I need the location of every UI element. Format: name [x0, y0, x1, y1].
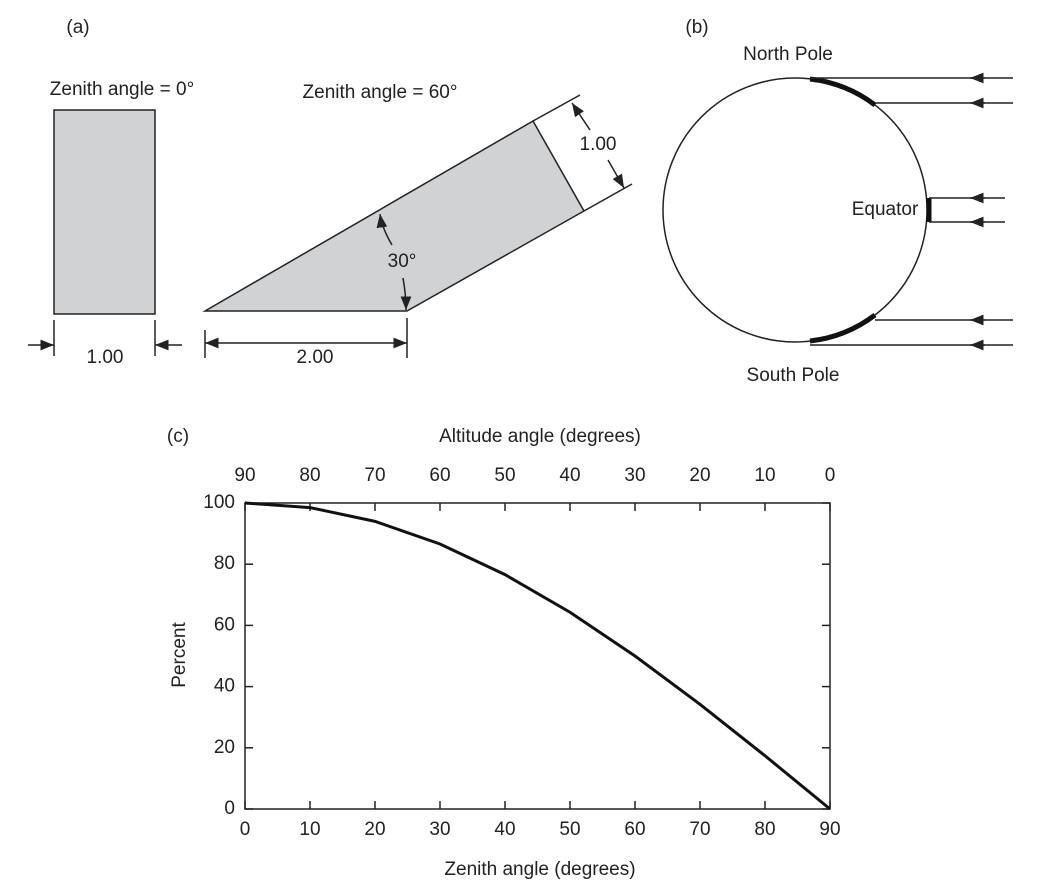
x2-tick-label: 30	[624, 465, 645, 486]
dimension: 2.00	[297, 347, 334, 368]
panel-label: (b)	[685, 17, 708, 38]
label: North Pole	[743, 44, 833, 65]
insolation-arc	[809, 313, 877, 344]
y-tick-label: 80	[214, 553, 235, 574]
arrow	[571, 102, 591, 131]
x-tick-label: 0	[240, 819, 251, 840]
x-tick-label: 40	[494, 819, 515, 840]
x-tick-label: 80	[754, 819, 775, 840]
data-line	[244, 501, 831, 811]
beam	[53, 109, 156, 315]
x2-tick-label: 90	[234, 465, 255, 486]
caption: Zenith angle = 0°	[50, 79, 194, 100]
beam	[202, 119, 586, 312]
x2-tick-label: 20	[689, 465, 710, 486]
x2-axis-title: Altitude angle (degrees)	[439, 426, 641, 447]
caption: Zenith angle = 60°	[303, 82, 458, 103]
y-tick-label: 100	[203, 492, 235, 513]
y-tick-label: 0	[224, 798, 235, 819]
y-tick-label: 60	[214, 614, 235, 635]
y-tick-label: 40	[214, 676, 235, 697]
x2-tick-label: 10	[754, 465, 775, 486]
x2-tick-label: 80	[299, 465, 320, 486]
extension	[583, 183, 633, 212]
angle-arc	[376, 213, 393, 246]
x-tick-label: 30	[429, 819, 450, 840]
x-tick-label: 10	[299, 819, 320, 840]
x-tick-label: 20	[364, 819, 385, 840]
y-axis-title: Percent	[169, 622, 190, 688]
label: Equator	[852, 199, 919, 220]
extension	[532, 94, 581, 122]
plot-frame	[244, 502, 831, 810]
panel-b: (b) North Pole Equator South Pole	[662, 17, 1013, 386]
panel-label: (c)	[167, 426, 189, 447]
x2-tick-label: 50	[494, 465, 515, 486]
panel-label: (a)	[66, 17, 89, 38]
angle-arc	[400, 277, 412, 311]
y-tick-label: 20	[214, 737, 235, 758]
insolation-arc	[809, 76, 877, 107]
x2-tick-label: 0	[825, 465, 836, 486]
dimension: 1.00	[87, 347, 124, 368]
x2-tick-label: 70	[364, 465, 385, 486]
label: South Pole	[747, 365, 840, 386]
arrow	[607, 159, 625, 189]
dimension: 1.00	[580, 134, 617, 155]
x2-tick-label: 60	[429, 465, 450, 486]
x2-tick-label: 40	[559, 465, 580, 486]
x-tick-label: 50	[559, 819, 580, 840]
panel-a: (a) Zenith angle = 0° 1.00 Zenith angle …	[28, 17, 633, 368]
angle: 30°	[388, 251, 417, 272]
x-axis-title: Zenith angle (degrees)	[444, 859, 635, 880]
x-tick-label: 90	[819, 819, 840, 840]
x-tick-label: 70	[689, 819, 710, 840]
x-tick-label: 60	[624, 819, 645, 840]
